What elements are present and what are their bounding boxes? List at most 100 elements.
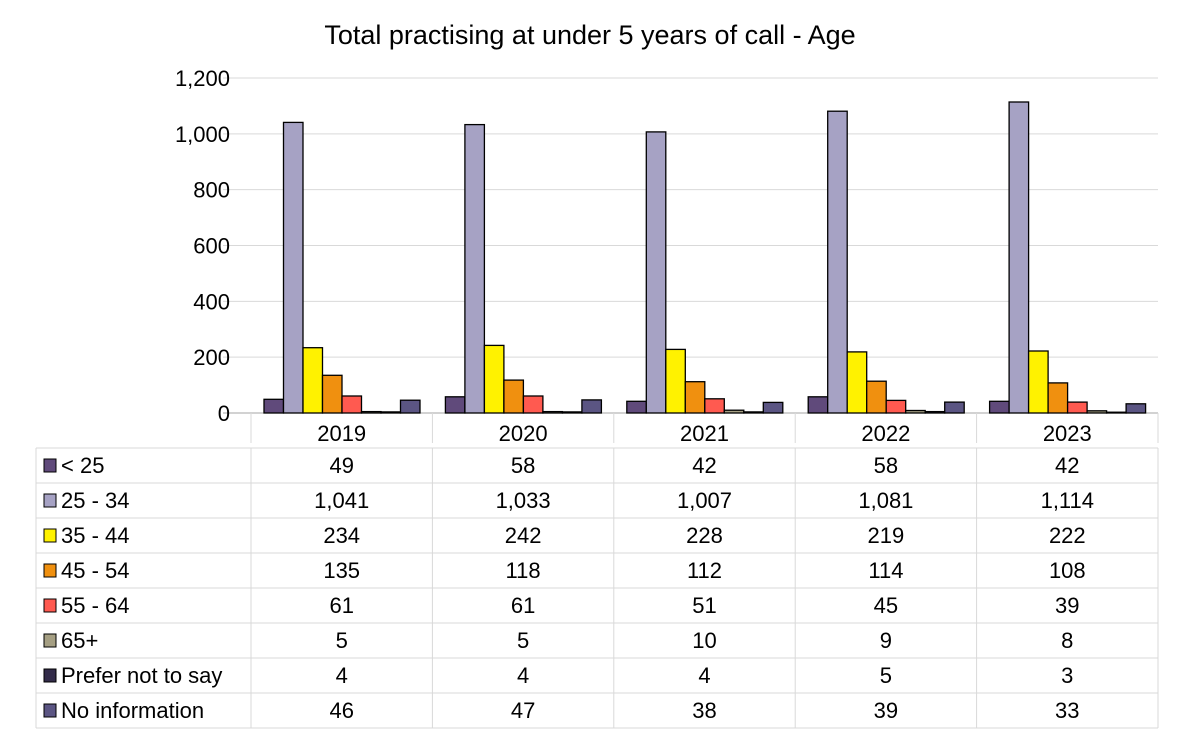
table-cell: 4 <box>336 663 348 688</box>
table-cell: 49 <box>329 453 353 478</box>
table-cell: 1,033 <box>496 488 551 513</box>
table-cell: 46 <box>329 698 353 723</box>
table-cell: 4 <box>517 663 529 688</box>
table-cell: 135 <box>323 558 360 583</box>
bar <box>1047 382 1069 414</box>
bar <box>665 348 686 414</box>
bar <box>1027 350 1049 414</box>
series-label: 25 - 34 <box>61 488 130 513</box>
table-cell: 45 <box>874 593 898 618</box>
bar <box>542 410 564 414</box>
table-cell: 51 <box>692 593 716 618</box>
bar <box>341 395 363 414</box>
category-label: 2023 <box>1043 421 1092 446</box>
table-cell: 242 <box>505 523 542 548</box>
legend-swatch <box>43 668 57 683</box>
series-label: 35 - 44 <box>61 523 130 548</box>
legend-swatch <box>43 458 57 473</box>
bar <box>380 411 402 414</box>
bar <box>444 396 466 414</box>
table-cell: 1,041 <box>314 488 369 513</box>
y-tick-label: 400 <box>193 289 230 314</box>
bar <box>1125 403 1147 414</box>
bar <box>263 398 285 414</box>
table-cell: 1,007 <box>677 488 732 513</box>
legend-swatch <box>43 493 57 508</box>
bar <box>483 344 505 414</box>
table-cell: 58 <box>511 453 535 478</box>
category-label: 2022 <box>861 421 910 446</box>
gridlines <box>223 77 1158 414</box>
table-cell: 228 <box>686 523 723 548</box>
legend-swatch <box>43 598 57 613</box>
bar <box>321 374 343 414</box>
bar <box>807 396 829 414</box>
category-label: 2020 <box>499 421 548 446</box>
bar <box>924 410 946 414</box>
y-tick-label: 800 <box>193 178 230 203</box>
chart-title: Total practising at under 5 years of cal… <box>324 20 855 50</box>
y-axis: 0 200 400 600 800 1,000 1,200 <box>175 66 230 426</box>
series-label: 65+ <box>61 628 98 653</box>
bar <box>1105 411 1127 414</box>
table-cell: 39 <box>1055 593 1079 618</box>
table-cell: 47 <box>511 698 535 723</box>
table-cell: 61 <box>511 593 535 618</box>
bar <box>704 398 725 414</box>
legend-swatch <box>43 563 57 578</box>
bar <box>1086 410 1108 414</box>
table-cell: 58 <box>874 453 898 478</box>
bar <box>684 381 706 414</box>
bar <box>399 399 421 414</box>
bar <box>944 401 965 414</box>
table-cell: 114 <box>868 558 903 583</box>
bar <box>464 123 486 414</box>
table-cell: 112 <box>687 558 722 583</box>
legend-swatch <box>43 703 57 718</box>
bar <box>282 121 304 414</box>
bar <box>645 131 667 414</box>
table-cell: 42 <box>692 453 716 478</box>
legend-swatch <box>43 633 57 648</box>
bar <box>302 347 324 414</box>
table-cell: 38 <box>692 698 716 723</box>
table-cell: 5 <box>336 628 348 653</box>
table-cell: 3 <box>1061 663 1073 688</box>
bar <box>885 399 907 414</box>
bar <box>988 400 1010 414</box>
y-tick-label: 1,000 <box>175 122 230 147</box>
series-label: < 25 <box>61 453 104 478</box>
table-cell: 10 <box>692 628 716 653</box>
y-tick-label: 1,200 <box>175 66 230 91</box>
series-label: No information <box>61 698 204 723</box>
y-tick-label: 200 <box>193 345 230 370</box>
table-cell: 5 <box>880 663 892 688</box>
table-cell: 1,081 <box>858 488 913 513</box>
table-cell: 118 <box>506 558 541 583</box>
table-cell: 9 <box>880 628 892 653</box>
table-cell: 219 <box>868 523 905 548</box>
table-cell: 222 <box>1049 523 1086 548</box>
series-label: 45 - 54 <box>61 558 130 583</box>
bar <box>503 379 525 414</box>
bar <box>1066 401 1088 414</box>
table-cell: 1,114 <box>1041 488 1094 513</box>
table-cell: 8 <box>1061 628 1073 653</box>
bar <box>561 411 583 414</box>
table-cell: 61 <box>329 593 353 618</box>
table-cell: 4 <box>698 663 710 688</box>
legend-swatch <box>43 528 57 543</box>
series-label: 55 - 64 <box>61 593 130 618</box>
bar <box>827 110 848 414</box>
bar <box>626 400 647 414</box>
category-label: 2019 <box>317 421 366 446</box>
bar <box>581 399 603 414</box>
table-cell: 39 <box>874 698 898 723</box>
y-tick-label: 600 <box>193 234 230 259</box>
bar <box>905 409 926 414</box>
bar <box>522 395 544 414</box>
table-cell: 108 <box>1049 558 1086 583</box>
bar <box>743 411 764 414</box>
